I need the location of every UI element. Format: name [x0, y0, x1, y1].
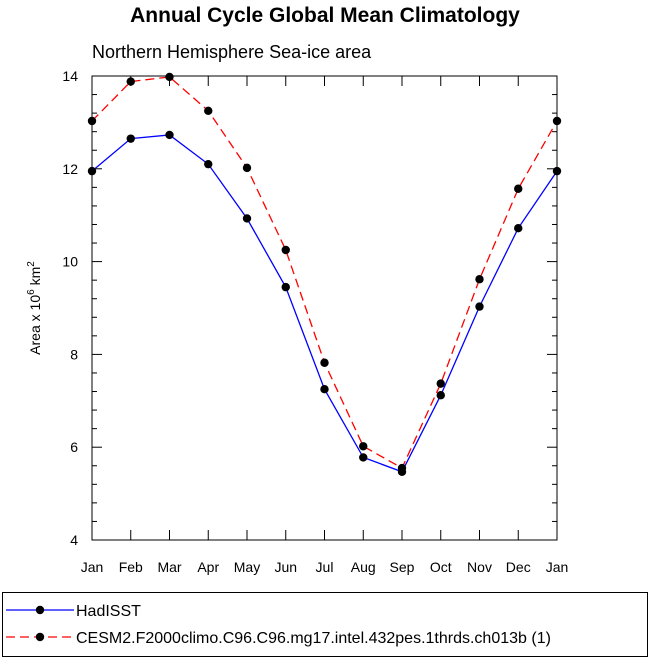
y-tick-label: 8 — [70, 346, 78, 362]
chart-subtitle: Northern Hemisphere Sea-ice area — [92, 42, 372, 62]
series-0-point — [552, 166, 562, 176]
series-1-point — [165, 72, 174, 82]
series-1-point — [242, 163, 252, 173]
series-0-point — [281, 282, 290, 292]
legend-marker-1 — [35, 632, 45, 642]
x-tick-label: Jan — [546, 559, 569, 575]
series-1-point — [87, 116, 97, 126]
series-1-point — [436, 379, 445, 388]
series-1-point — [204, 106, 213, 116]
series-0-point — [165, 130, 174, 140]
legend-box — [2, 592, 648, 657]
series-1-point — [126, 77, 135, 86]
series-0-point — [436, 391, 445, 400]
y-axis-label: Area x 106 km2 — [26, 261, 43, 355]
y-tick-label: 14 — [62, 68, 78, 84]
plot-area: 4 6 8 10 12 14 Jan Feb Mar Apr May Jun Jul Aug Sep Oct N… — [62, 68, 568, 575]
y-tick-label: 12 — [62, 161, 78, 177]
y-axis-label-main: Area x 10 — [27, 295, 43, 355]
y-axis-label-exp2: 2 — [26, 261, 37, 267]
x-tick-label: Jul — [316, 559, 334, 575]
series-0-point — [475, 302, 484, 311]
x-tick-label: Sep — [390, 559, 415, 575]
series-1-point — [514, 184, 523, 193]
y-tick-label: 6 — [70, 439, 78, 455]
y-axis-label-exp1: 6 — [26, 289, 37, 295]
legend-label-1: CESM2.F2000climo.C96.C96.mg17.intel.432p… — [76, 630, 551, 647]
x-tick-label: Aug — [351, 559, 376, 575]
series-0-point — [87, 166, 97, 176]
legend: HadISST CESM2.F2000climo.C96.C96.mg17.int… — [2, 592, 648, 657]
series-0-point — [242, 214, 252, 223]
series-0-point — [320, 385, 329, 394]
series-line-0 — [91, 134, 558, 473]
x-tick-label: Oct — [430, 559, 452, 575]
y-tick-label: 10 — [62, 254, 78, 270]
legend-label-0: HadISST — [76, 603, 141, 620]
x-tick-label: May — [234, 559, 260, 575]
plot-frame — [91, 75, 558, 541]
x-tick-label: Mar — [157, 559, 181, 575]
x-tick-label: Dec — [506, 559, 531, 575]
x-tick-label: Apr — [197, 559, 219, 575]
chart-title: Annual Cycle Global Mean Climatology — [130, 4, 520, 27]
x-tick-label: Jun — [274, 559, 297, 575]
series-1-point — [359, 442, 368, 451]
legend-marker-0 — [35, 605, 45, 615]
series-1-point — [552, 116, 562, 126]
series-0-point — [126, 134, 135, 143]
series-1-point — [281, 245, 290, 255]
y-axis-label-unit: km — [27, 267, 43, 290]
series-0-point — [204, 159, 213, 169]
x-tick-label: Jan — [81, 559, 104, 575]
series-1-point — [320, 358, 329, 367]
y-tick-label: 4 — [70, 532, 78, 548]
x-tick-label: Nov — [467, 559, 492, 575]
x-tick-label: Feb — [119, 559, 143, 575]
series-0-point — [359, 453, 368, 462]
series-0-point — [514, 223, 523, 233]
series-1-point — [397, 463, 407, 473]
series-1-point — [475, 275, 484, 284]
